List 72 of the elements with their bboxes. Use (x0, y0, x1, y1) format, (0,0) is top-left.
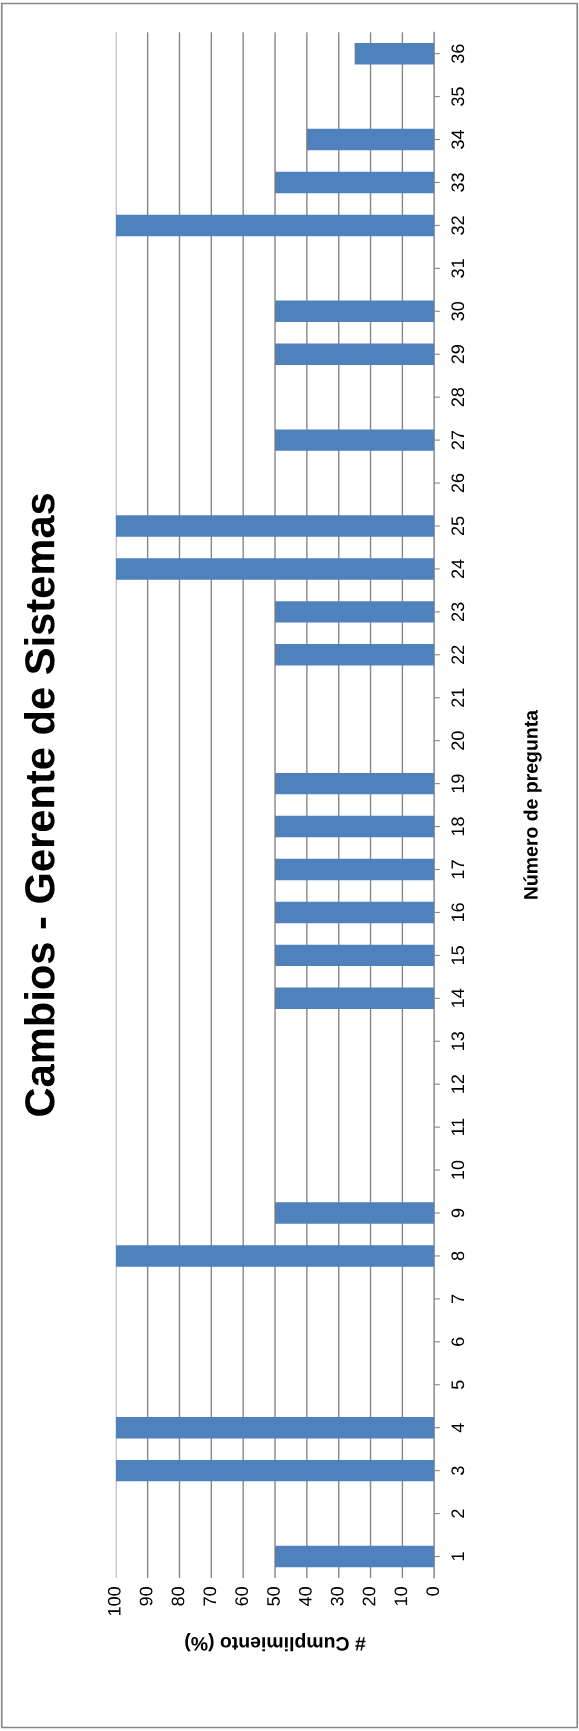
bar (354, 42, 435, 65)
y-axis-title: Número de pregunta (523, 709, 542, 899)
bar (115, 1416, 435, 1439)
bar (275, 1202, 435, 1224)
y-tick-label: 14 (451, 988, 464, 1007)
x-tick-label: 40 (298, 1587, 312, 1606)
x-tick-label: 30 (330, 1587, 344, 1606)
x-axis-title: # Cumplimiento (%) (185, 1633, 366, 1652)
y-tick-label: 18 (451, 817, 465, 836)
bar (115, 558, 435, 580)
bar (275, 815, 435, 838)
x-tick-label: 50 (267, 1587, 280, 1606)
y-tick-label: 25 (451, 516, 465, 536)
x-tick-label: 0 (426, 1587, 440, 1596)
y-tick-label: 11 (451, 1118, 464, 1136)
bar (115, 1459, 435, 1482)
x-tick-label: 90 (139, 1587, 153, 1606)
bar (275, 343, 435, 365)
y-tick-label: 31 (451, 259, 465, 278)
y-tick-label: 35 (451, 87, 465, 106)
text: Cambios - Gerente de Sistemas (24, 493, 55, 1116)
y-tick-label: 12 (451, 1075, 464, 1093)
y-tick-label: 3 (451, 1466, 465, 1475)
y-tick-label: 36 (451, 44, 465, 64)
bar (275, 772, 435, 795)
x-tick-label: 80 (171, 1587, 185, 1606)
x-tick-label: 60 (235, 1587, 249, 1606)
y-tick-label: 26 (451, 473, 465, 493)
y-tick-label: 21 (451, 688, 464, 707)
bar (275, 429, 435, 451)
y-tick-label: 8 (451, 1251, 465, 1261)
y-tick-label: 32 (451, 216, 465, 235)
y-tick-label: 19 (451, 774, 465, 793)
x-tick-label: 70 (203, 1587, 217, 1606)
y-tick-label: 9 (451, 1208, 465, 1218)
y-tick-label: 20 (451, 731, 465, 750)
y-tick-label: 1 (451, 1552, 464, 1561)
bar (275, 1545, 435, 1568)
bar (115, 515, 435, 537)
bar (275, 171, 435, 194)
y-tick-label: 30 (451, 301, 465, 321)
y-tick-label: 13 (451, 1032, 465, 1050)
y-tick-label: 22 (451, 645, 464, 664)
y-tick-label: 10 (451, 1160, 465, 1179)
y-tick-label: 29 (451, 345, 465, 364)
y-tick-label: 15 (451, 946, 465, 965)
x-tick-label: 20 (362, 1587, 376, 1606)
y-tick-label: 23 (451, 602, 465, 621)
bar (275, 858, 435, 881)
y-tick-label: 16 (451, 903, 465, 922)
bar (115, 1245, 435, 1267)
x-tick-label: 10 (394, 1587, 408, 1606)
y-tick-label: 33 (451, 173, 465, 192)
bar (275, 944, 435, 967)
bar (306, 128, 435, 151)
y-tick-label: 7 (451, 1294, 464, 1303)
bar (275, 300, 435, 323)
bar (275, 987, 435, 1010)
x-tick-label: 100 (107, 1587, 121, 1616)
y-tick-label: 5 (451, 1380, 465, 1390)
y-tick-label: 4 (451, 1423, 464, 1433)
y-tick-label: 6 (451, 1337, 465, 1346)
y-tick-label: 17 (451, 860, 464, 879)
bar (275, 901, 435, 924)
bar (275, 601, 435, 623)
y-tick-label: 28 (451, 387, 465, 407)
bar (115, 214, 435, 237)
y-tick-label: 24 (451, 559, 464, 579)
y-tick-label: 27 (451, 430, 464, 450)
y-tick-label: 34 (451, 130, 465, 149)
y-tick-label: 2 (451, 1509, 464, 1518)
bar (275, 644, 435, 666)
